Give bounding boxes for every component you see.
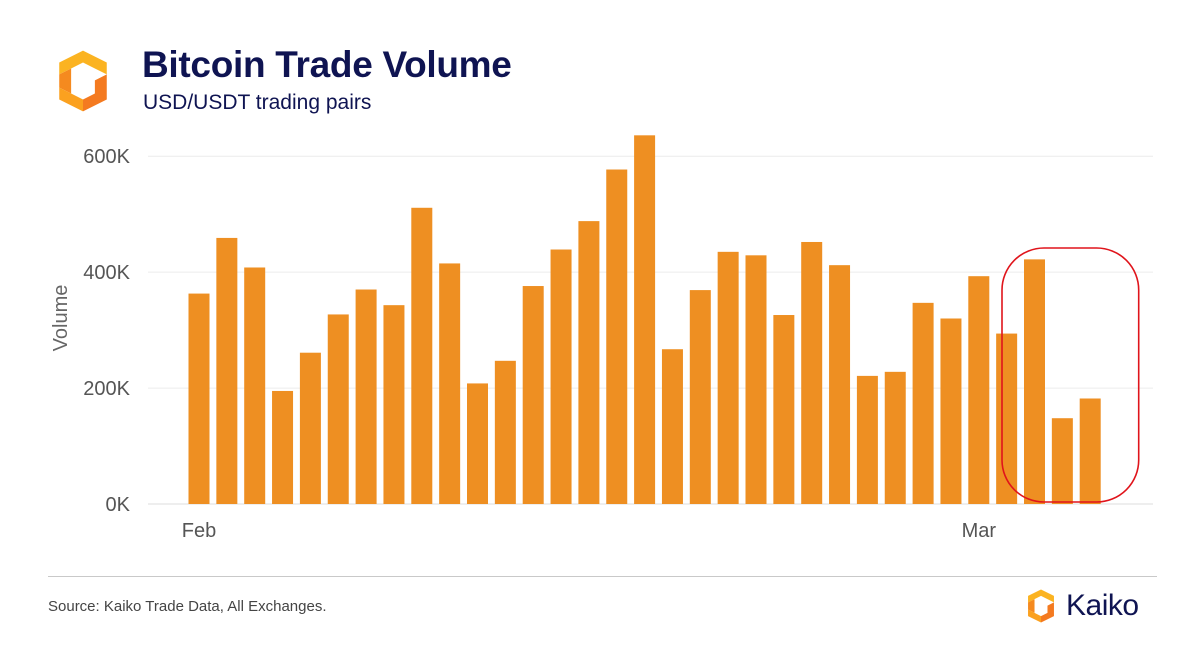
bar bbox=[272, 390, 294, 504]
bar bbox=[689, 290, 711, 504]
y-axis-label: Volume bbox=[50, 285, 72, 352]
bar bbox=[829, 265, 851, 504]
x-tick-label: Feb bbox=[182, 520, 216, 542]
bar bbox=[606, 169, 628, 504]
bar bbox=[216, 237, 238, 504]
axes: 0K 200K 400K 600K Volume Feb Mar bbox=[50, 146, 996, 542]
bars bbox=[188, 135, 1101, 505]
bar bbox=[717, 251, 739, 504]
bar bbox=[801, 241, 823, 504]
bar bbox=[1024, 259, 1045, 504]
bar bbox=[1051, 418, 1073, 504]
bar bbox=[578, 221, 600, 505]
brand-name: Kaiko bbox=[1066, 589, 1139, 622]
y-tick-label: 200K bbox=[83, 378, 130, 400]
y-tick-label: 0K bbox=[106, 494, 131, 516]
bar bbox=[467, 383, 488, 504]
bar bbox=[634, 135, 656, 504]
bar bbox=[327, 314, 349, 504]
bar bbox=[550, 249, 572, 504]
bar bbox=[383, 305, 405, 504]
brand-logo: Kaiko bbox=[1022, 588, 1139, 624]
chart-title: Bitcoin Trade Volume bbox=[142, 44, 512, 85]
bar bbox=[968, 276, 990, 504]
bar bbox=[522, 286, 544, 504]
y-tick-label: 400K bbox=[83, 262, 130, 284]
bar bbox=[1079, 398, 1101, 504]
bar bbox=[912, 302, 934, 504]
bar bbox=[494, 360, 516, 504]
footer-divider bbox=[48, 576, 1157, 577]
chart-subtitle: USD/USDT trading pairs bbox=[143, 91, 372, 114]
bar bbox=[884, 371, 906, 504]
bar bbox=[411, 207, 433, 504]
bar bbox=[661, 349, 683, 504]
bar bbox=[940, 318, 962, 504]
x-tick-label: Mar bbox=[962, 520, 997, 542]
bar bbox=[188, 293, 210, 504]
bar bbox=[244, 267, 266, 504]
kaiko-logo-icon bbox=[1028, 589, 1054, 623]
highlight-annotation bbox=[1001, 247, 1140, 503]
bar bbox=[355, 289, 377, 504]
bar bbox=[773, 315, 795, 504]
kaiko-logo-icon bbox=[59, 50, 107, 112]
bar-chart: 0K 200K 400K 600K Volume Feb Mar bbox=[50, 135, 1153, 542]
annotations bbox=[1001, 247, 1140, 503]
y-tick-label: 600K bbox=[83, 146, 130, 168]
bar bbox=[439, 263, 461, 504]
bar bbox=[299, 352, 321, 504]
source-note: Source: Kaiko Trade Data, All Exchanges. bbox=[48, 598, 327, 615]
bar bbox=[745, 255, 767, 504]
bar bbox=[856, 375, 878, 504]
